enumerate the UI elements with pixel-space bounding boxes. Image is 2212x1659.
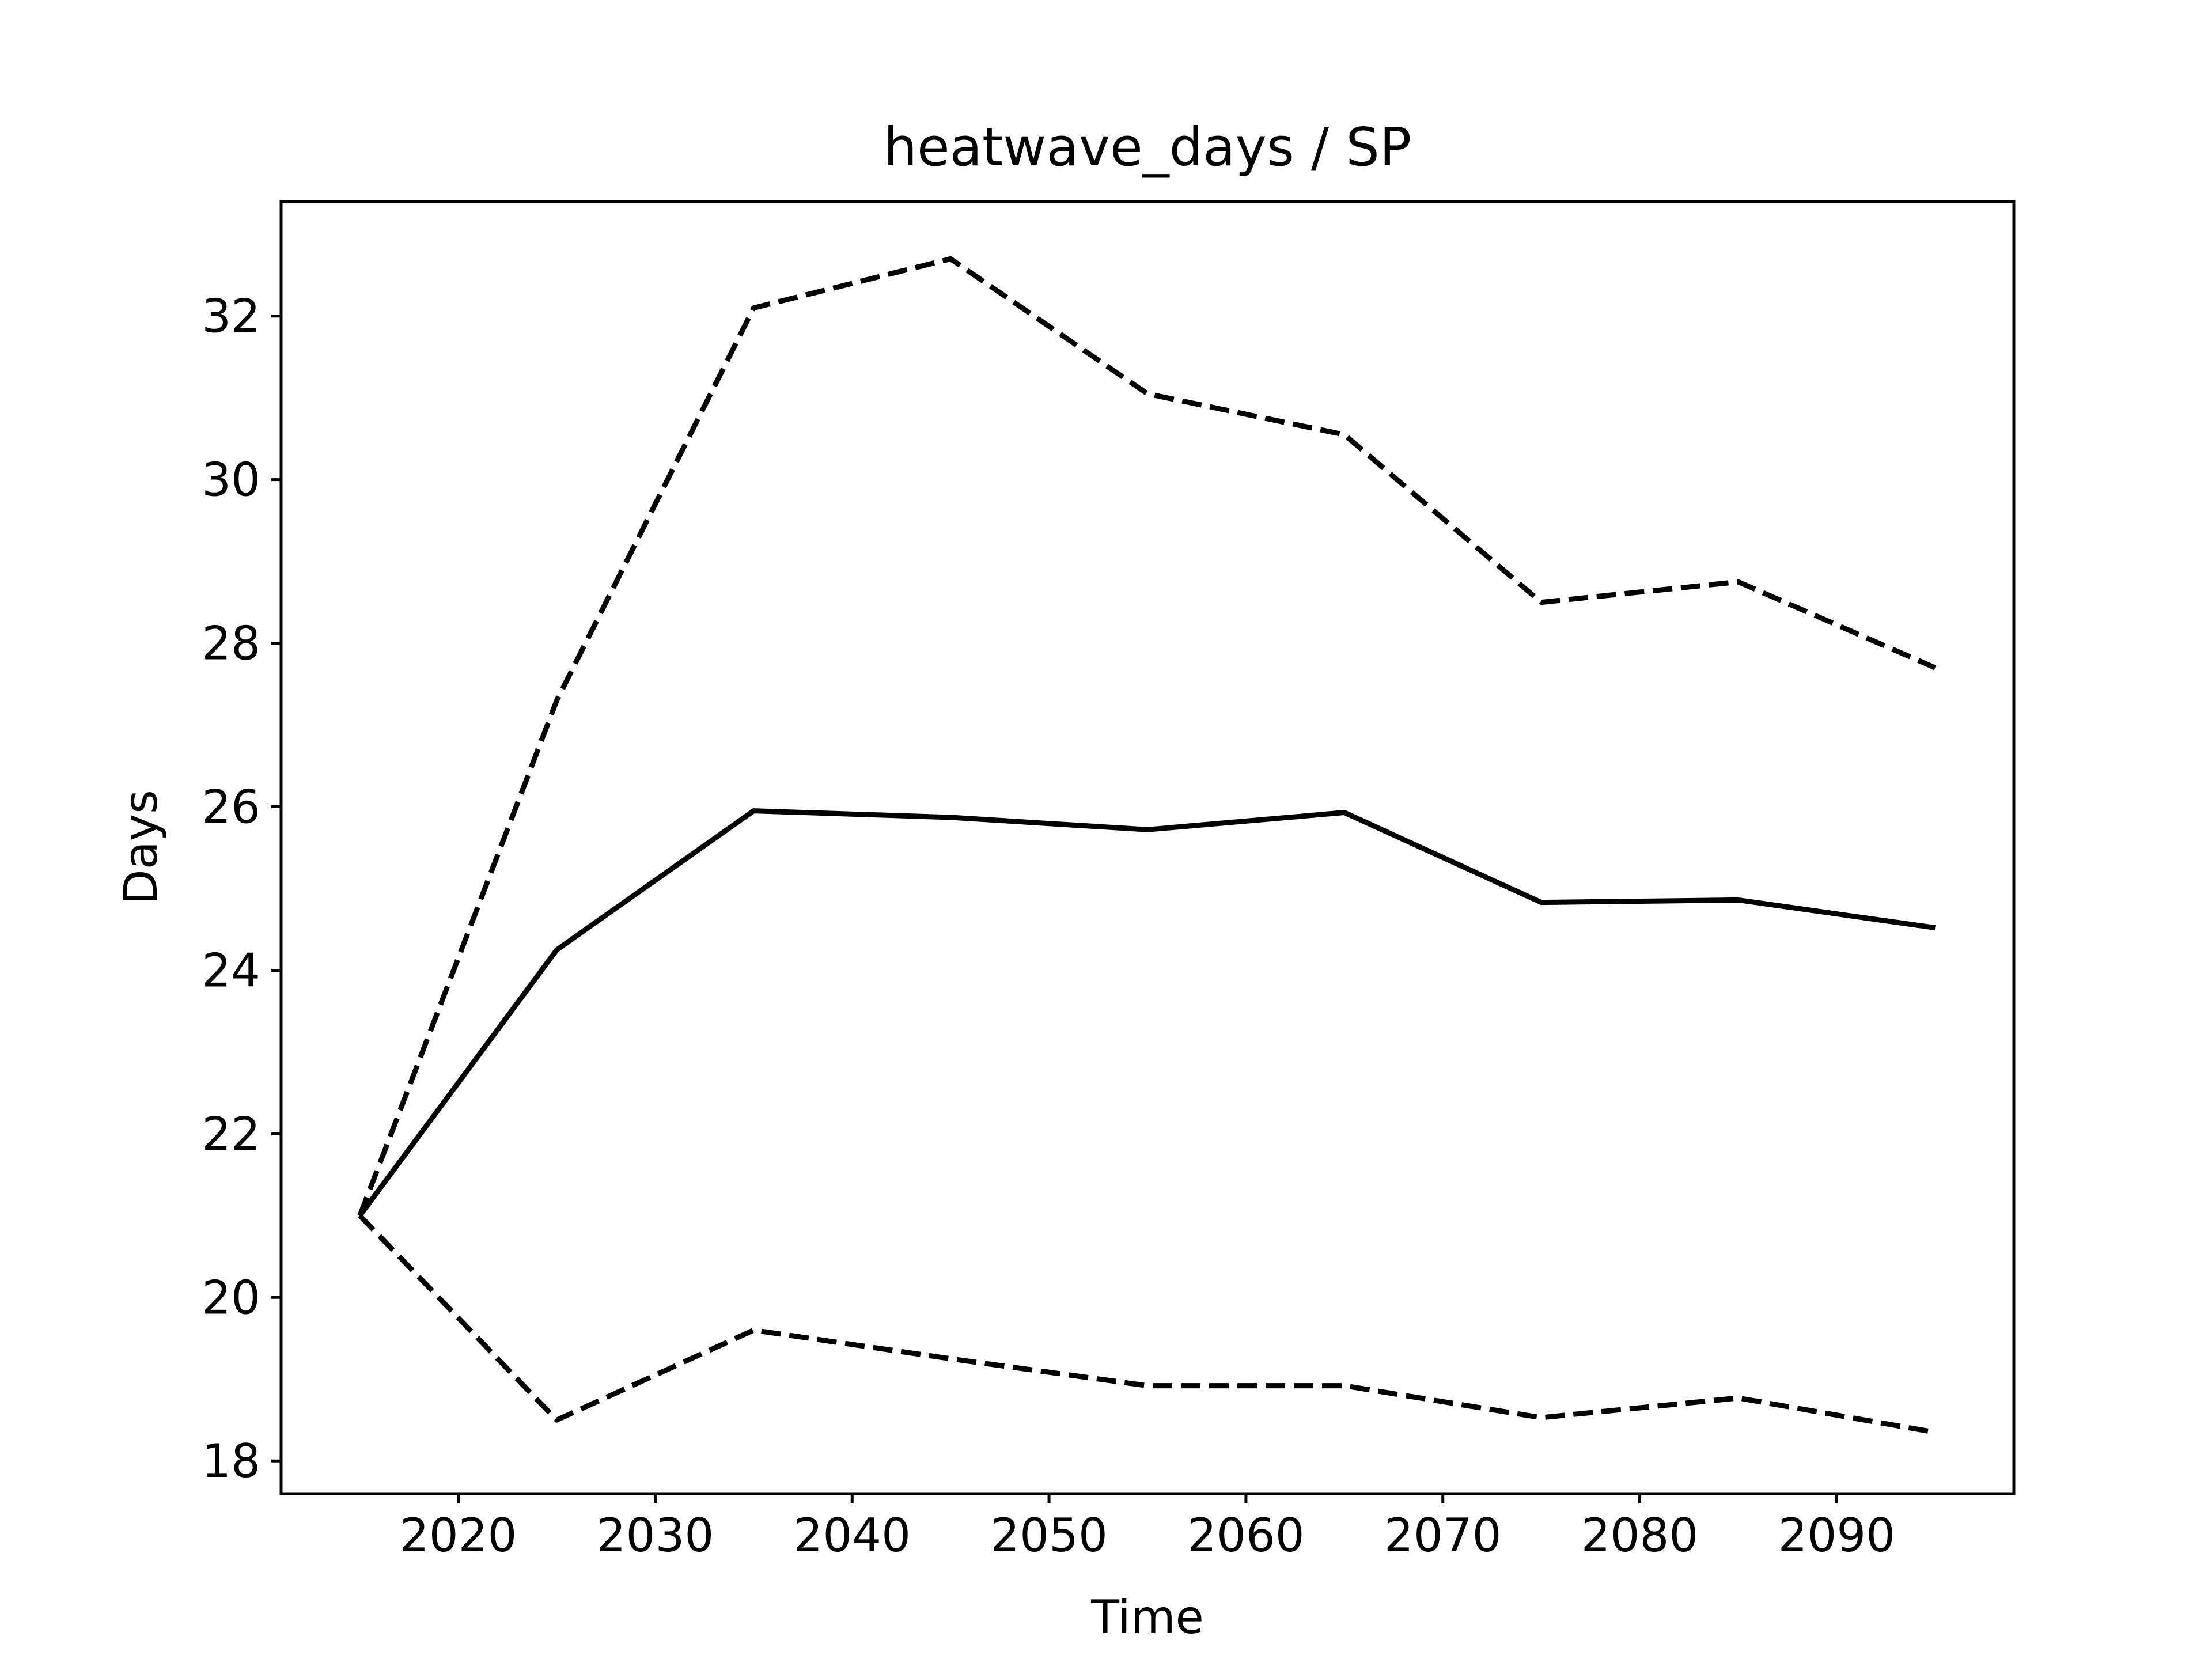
x-tick-label: 2030 (597, 1509, 714, 1562)
y-tick-label: 26 (202, 781, 260, 834)
x-tick-label: 2090 (1778, 1509, 1896, 1562)
x-tick-label: 2020 (400, 1509, 517, 1562)
y-tick-label: 24 (202, 944, 260, 997)
y-axis-label: Days (114, 790, 168, 905)
series-layer (357, 256, 1937, 1435)
x-tick-label: 2060 (1187, 1509, 1305, 1562)
y-tick-label: 18 (202, 1434, 260, 1488)
x-tick-label: 2070 (1384, 1509, 1502, 1562)
x-tick-label: 2080 (1581, 1509, 1699, 1562)
series-line-3 (358, 1214, 1936, 1435)
y-axis-ticks: 18 20 22 24 26 28 30 32 (202, 290, 281, 1488)
y-tick-label: 32 (202, 290, 260, 343)
y-tick-label: 20 (202, 1271, 260, 1324)
x-axis-label: Time (1090, 1590, 1204, 1644)
y-tick-label: 28 (202, 617, 260, 671)
x-axis-ticks: 2020 2030 2040 2050 2060 2070 2080 2090 (400, 1494, 1895, 1562)
series-line-1 (358, 808, 1936, 1217)
series-line-2 (357, 256, 1937, 1217)
plot-frame (279, 200, 2016, 1495)
x-tick-label: 2040 (793, 1509, 911, 1562)
y-tick-label: 22 (202, 1107, 260, 1161)
y-tick-label: 30 (202, 453, 260, 507)
chart-title: heatwave_days / SP (884, 116, 1412, 178)
x-tick-label: 2050 (990, 1509, 1108, 1562)
